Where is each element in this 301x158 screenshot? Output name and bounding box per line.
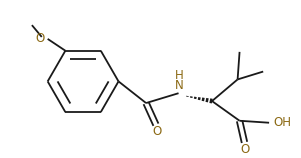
- Text: O: O: [152, 125, 162, 138]
- Text: H: H: [175, 69, 184, 82]
- Text: O: O: [36, 32, 45, 45]
- Text: OH: OH: [274, 116, 292, 129]
- Text: N: N: [175, 79, 184, 92]
- Text: O: O: [241, 143, 250, 156]
